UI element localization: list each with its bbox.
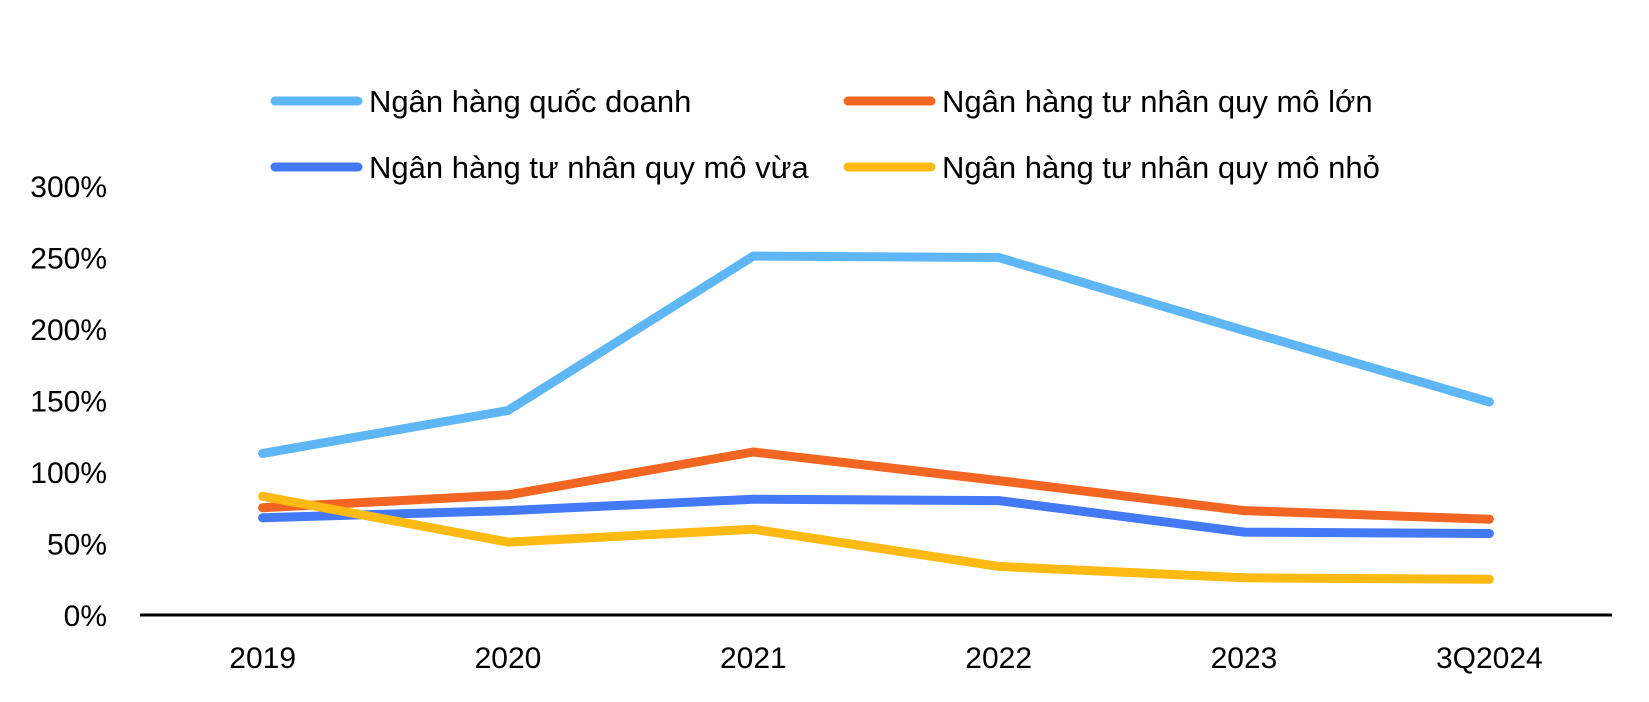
data-point <box>1239 527 1249 537</box>
data-point <box>258 448 268 458</box>
series-lines <box>258 251 1494 584</box>
legend-label: Ngân hàng quốc doanh <box>369 84 691 119</box>
data-point <box>503 406 513 416</box>
legend-item: Ngân hàng tư nhân quy mô nhỏ <box>843 150 1380 185</box>
data-point <box>994 476 1004 486</box>
data-point <box>1484 514 1494 524</box>
data-point <box>1239 573 1249 583</box>
y-tick-label: 50% <box>47 529 107 562</box>
data-point <box>748 494 758 504</box>
x-axis: 2019 2020 2021 2022 2023 3Q2024 <box>140 613 1612 675</box>
x-tick-label: 2023 <box>1211 642 1278 675</box>
series-line-ngan-hang-tu-nhan-quy-mo-nho <box>258 491 1494 584</box>
legend-label: Ngân hàng tư nhân quy mô lớn <box>942 84 1373 119</box>
data-point <box>994 253 1004 262</box>
legend-label: Ngân hàng tư nhân quy mô nhỏ <box>942 150 1380 185</box>
series-ngan-hang-tu-nhan-quy-mo-lon <box>258 447 1494 524</box>
y-tick-label: 150% <box>30 386 107 419</box>
legend-item: Ngân hàng tư nhân quy mô lớn <box>843 84 1373 119</box>
data-point <box>748 447 758 457</box>
x-tick-label: 2021 <box>720 642 787 675</box>
data-point <box>748 524 758 534</box>
x-tick-label: 2022 <box>965 642 1032 675</box>
x-tick-label: 2020 <box>475 642 542 675</box>
data-point <box>1239 506 1249 516</box>
data-point <box>994 496 1004 506</box>
legend-label: Ngân hàng tư nhân quy mô vừa <box>369 150 809 185</box>
data-point <box>503 490 513 500</box>
data-point <box>1484 574 1494 584</box>
legend-item: Ngân hàng tư nhân quy mô vừa <box>270 150 809 185</box>
data-point <box>994 561 1004 571</box>
y-tick-label: 200% <box>30 314 107 347</box>
series-ngan-hang-tu-nhan-quy-mo-nho <box>258 491 1494 584</box>
series-ngan-hang-quoc-doanh <box>258 251 1494 458</box>
legend-item: Ngân hàng quốc doanh <box>270 84 691 119</box>
y-tick-label: 100% <box>30 457 107 490</box>
data-point <box>748 251 758 261</box>
y-axis: 0% 50% 100% 150% 200% 250% 300% <box>30 171 107 633</box>
data-point <box>258 491 268 501</box>
data-point <box>258 513 268 523</box>
data-point <box>503 537 513 547</box>
data-point <box>503 506 513 516</box>
series-line-ngan-hang-tu-nhan-quy-mo-lon <box>258 447 1494 524</box>
series-line-ngan-hang-quoc-doanh <box>258 251 1494 458</box>
data-point <box>1484 528 1494 538</box>
y-tick-label: 0% <box>64 600 107 633</box>
x-tick-label: 2019 <box>229 642 296 675</box>
data-point <box>1484 397 1494 407</box>
series-ngan-hang-tu-nhan-quy-mo-vua <box>258 494 1494 538</box>
x-tick-label: 3Q2024 <box>1436 642 1543 675</box>
series-line-ngan-hang-tu-nhan-quy-mo-vua <box>258 494 1494 538</box>
y-tick-label: 250% <box>30 243 107 276</box>
data-point <box>1239 325 1249 335</box>
y-tick-label: 300% <box>30 171 107 204</box>
data-point <box>258 503 268 513</box>
legend: Ngân hàng quốc doanh Ngân hàng tư nhân qu… <box>270 84 1380 185</box>
